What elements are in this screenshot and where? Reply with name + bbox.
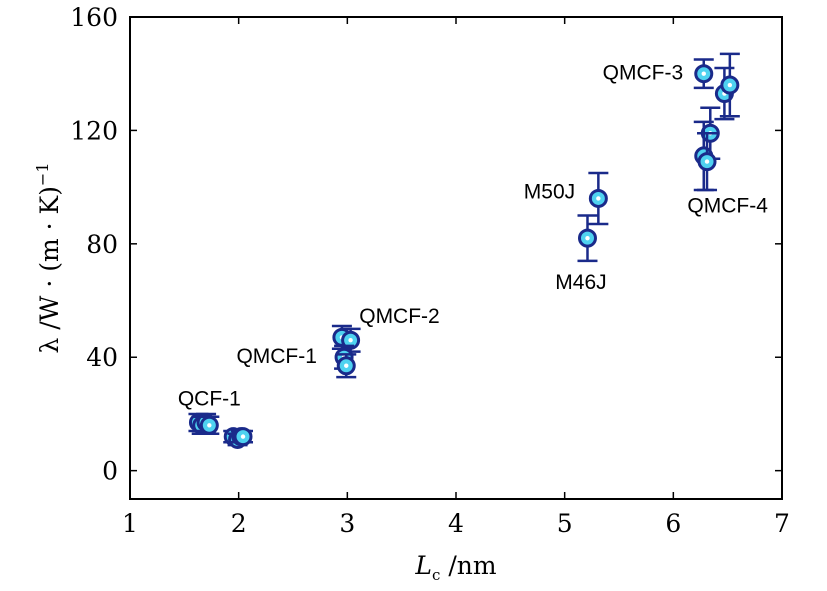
x-tick-label: 7 (774, 509, 790, 538)
annotation-label: QMCF-4 (687, 195, 768, 218)
x-tick-label: 5 (557, 509, 573, 538)
data-point (577, 214, 598, 263)
axis-ticks: 1 2 3 4 5 6 7 0 40 80 120 160 (70, 3, 790, 538)
annotation-label: QMCF-1 (236, 345, 317, 368)
y-tick-label: 40 (86, 343, 118, 372)
annotation-label: QMCF-3 (603, 61, 684, 84)
point-annotations: QCF-1 QMCF-1 QMCF-2 M50J M46J QMCF-3 QMCF-4 (178, 61, 768, 410)
x-tick-label: 2 (231, 509, 247, 538)
data-point (588, 171, 609, 226)
marker-center (727, 82, 733, 88)
data-point (719, 52, 740, 118)
annotation-label: QMCF-2 (359, 305, 440, 328)
marker-center (348, 338, 353, 343)
marker-center (344, 363, 349, 368)
marker-center (701, 71, 706, 76)
marker-center (240, 434, 246, 439)
annotation-label: QCF-1 (178, 387, 241, 410)
data-point (336, 353, 357, 379)
data-point (697, 131, 718, 192)
y-tick-label: 160 (70, 3, 118, 32)
x-axis-label: Lc /nm (414, 551, 496, 584)
data-point (233, 427, 254, 447)
annotation-label: M50J (524, 180, 575, 203)
y-tick-label: 0 (102, 457, 118, 486)
x-tick-label: 3 (339, 509, 355, 538)
data-point (693, 58, 714, 90)
x-tick-label: 4 (448, 509, 464, 538)
marker-center (207, 423, 212, 428)
y-tick-label: 80 (86, 230, 118, 259)
annotation-label: M46J (555, 271, 606, 294)
plot-area-frame (129, 16, 783, 500)
y-axis-label: λ /W · (m · K)−1 (33, 162, 64, 353)
marker-center (596, 196, 601, 201)
x-tick-label: 6 (665, 509, 681, 538)
marker-center (585, 235, 590, 241)
data-point (199, 415, 220, 436)
y-tick-label: 120 (70, 116, 118, 145)
marker-center (704, 159, 710, 164)
x-tick-label: 1 (122, 509, 138, 538)
data-points (188, 52, 740, 449)
